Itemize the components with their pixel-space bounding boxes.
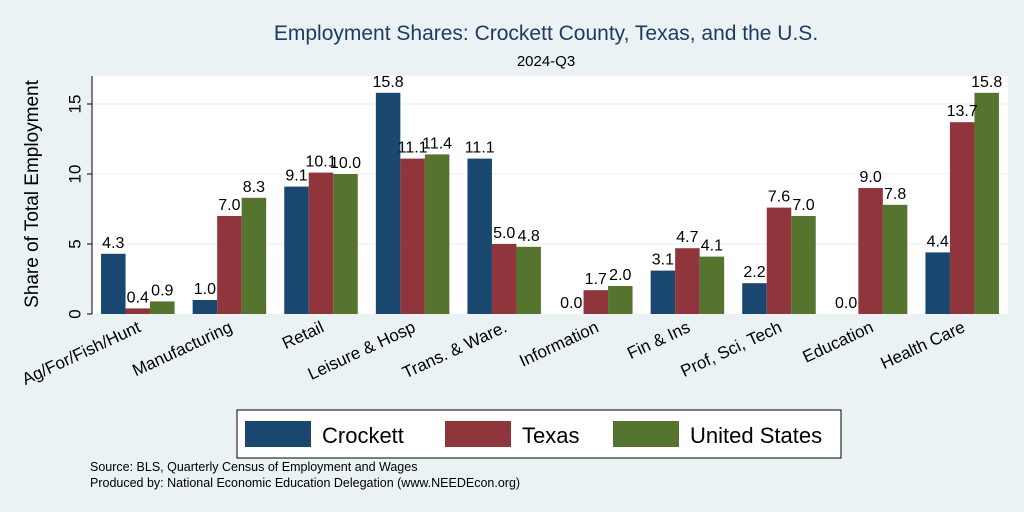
legend-swatch-crockett bbox=[245, 421, 311, 447]
data-label-crockett-prof-sci-tech: 2.2 bbox=[743, 264, 765, 281]
x-category-information: Information bbox=[516, 317, 601, 370]
data-label-united-states-information: 2.0 bbox=[609, 267, 631, 284]
bar-crockett-fin-ins bbox=[650, 270, 676, 314]
legend-swatch-united-states bbox=[613, 421, 679, 447]
bar-crockett-health-care bbox=[925, 252, 950, 314]
x-category-health-care: Health Care bbox=[878, 317, 968, 373]
chart-title: Employment Shares: Crockett County, Texa… bbox=[274, 22, 818, 45]
data-label-texas-retail: 10.1 bbox=[305, 154, 336, 171]
x-category-manufacturing: Manufacturing bbox=[129, 317, 235, 380]
data-label-united-states-health-care: 15.8 bbox=[971, 74, 1002, 91]
bar-united-states-ag-for-fish-hunt bbox=[150, 301, 175, 314]
y-tick-label-10: 10 bbox=[66, 165, 85, 184]
producer-note: Produced by: National Economic Education… bbox=[90, 476, 520, 490]
legend-swatch-texas bbox=[445, 421, 511, 447]
bar-united-states-leisure-hosp bbox=[424, 154, 450, 314]
data-label-united-states-leisure-hosp: 11.4 bbox=[422, 135, 452, 152]
bar-crockett-trans-ware bbox=[467, 158, 492, 314]
bar-texas-ag-for-fish-hunt bbox=[125, 308, 151, 314]
data-label-texas-education: 9.0 bbox=[859, 169, 881, 186]
data-label-texas-prof-sci-tech: 7.6 bbox=[768, 189, 790, 206]
chart-subtitle: 2024-Q3 bbox=[517, 53, 575, 70]
source-note: Source: BLS, Quarterly Census of Employm… bbox=[90, 460, 417, 474]
data-label-crockett-trans-ware: 11.1 bbox=[465, 140, 495, 157]
bar-united-states-manufacturing bbox=[241, 197, 267, 314]
data-label-crockett-health-care: 4.4 bbox=[927, 233, 949, 250]
bar-texas-trans-ware bbox=[491, 244, 517, 314]
data-label-texas-health-care: 13.7 bbox=[947, 103, 978, 120]
data-label-texas-leisure-hosp: 11.1 bbox=[398, 140, 428, 157]
bar-texas-leisure-hosp bbox=[400, 158, 425, 314]
data-label-texas-fin-ins: 4.7 bbox=[676, 229, 698, 246]
data-label-united-states-fin-ins: 4.1 bbox=[701, 238, 723, 255]
bar-texas-information bbox=[583, 290, 609, 314]
bar-crockett-ag-for-fish-hunt bbox=[101, 253, 126, 314]
x-category-retail: Retail bbox=[279, 317, 326, 353]
legend: Crockett Texas United States bbox=[236, 409, 842, 459]
y-axis-label: Share of Total Employment bbox=[22, 79, 43, 307]
data-label-texas-ag-for-fish-hunt: 0.4 bbox=[127, 289, 149, 306]
bar-crockett-prof-sci-tech bbox=[742, 283, 767, 314]
data-labels: 4.30.4 0.9 1.07.08.39.110.110.015.811.111.… bbox=[102, 74, 1002, 312]
bar-texas-fin-ins bbox=[675, 248, 700, 314]
bars bbox=[101, 92, 999, 314]
bar-united-states-retail bbox=[333, 174, 358, 314]
bar-united-states-fin-ins bbox=[699, 256, 725, 314]
bar-united-states-prof-sci-tech bbox=[791, 216, 816, 314]
data-label-united-states-education: 7.8 bbox=[884, 186, 906, 203]
x-category-trans-ware: Trans. & Ware. bbox=[399, 317, 509, 382]
data-label-united-states-trans-ware: 4.8 bbox=[518, 228, 540, 245]
bar-texas-prof-sci-tech bbox=[766, 207, 792, 314]
y-axis-ticks: 0 5 10 15 bbox=[66, 95, 92, 319]
bar-united-states-education bbox=[882, 204, 908, 314]
bar-texas-retail bbox=[308, 172, 334, 314]
x-category-ag-for-fish-hunt: Ag/For/Fish/Hunt bbox=[19, 317, 144, 389]
bar-crockett-leisure-hosp bbox=[375, 92, 401, 314]
bar-texas-manufacturing bbox=[217, 216, 242, 314]
x-category-education: Education bbox=[800, 317, 877, 366]
x-category-prof-sci-tech: Prof, Sci, Tech bbox=[678, 317, 785, 380]
data-label-crockett-information: 0.0 bbox=[560, 295, 582, 312]
legend-label-texas: Texas bbox=[522, 423, 579, 448]
data-label-united-states-manufacturing: 8.3 bbox=[243, 179, 265, 196]
data-label-crockett-manufacturing: 1.0 bbox=[194, 281, 216, 298]
data-label-texas-information: 1.7 bbox=[585, 271, 607, 288]
data-label-united-states-prof-sci-tech: 7.0 bbox=[792, 197, 814, 214]
data-label-united-states-ag-for-fish-hunt: 0.9 bbox=[151, 282, 173, 299]
data-label-crockett-ag-for-fish-hunt: 4.3 bbox=[102, 235, 124, 252]
bar-crockett-manufacturing bbox=[192, 300, 218, 314]
y-tick-label-0: 0 bbox=[66, 309, 85, 318]
data-label-texas-manufacturing: 7.0 bbox=[218, 197, 240, 214]
data-label-crockett-education: 0.0 bbox=[835, 295, 857, 312]
legend-label-crockett: Crockett bbox=[322, 423, 404, 448]
legend-box bbox=[236, 409, 842, 459]
bar-texas-education bbox=[858, 188, 883, 314]
bar-united-states-information bbox=[608, 286, 633, 314]
bar-united-states-health-care bbox=[974, 92, 999, 314]
data-label-united-states-retail: 10.0 bbox=[330, 155, 361, 172]
data-label-crockett-leisure-hosp: 15.8 bbox=[373, 74, 404, 91]
data-label-crockett-fin-ins: 3.1 bbox=[652, 252, 674, 269]
legend-label-united-states: United States bbox=[690, 423, 822, 448]
x-category-fin-ins: Fin & Ins bbox=[624, 317, 693, 363]
bar-united-states-trans-ware bbox=[516, 246, 541, 314]
y-tick-label-15: 15 bbox=[66, 95, 85, 114]
data-label-crockett-retail: 9.1 bbox=[285, 168, 307, 185]
data-label-texas-trans-ware: 5.0 bbox=[493, 225, 515, 242]
bar-crockett-retail bbox=[284, 186, 309, 314]
y-tick-label-5: 5 bbox=[66, 239, 85, 248]
bar-texas-health-care bbox=[949, 122, 975, 314]
